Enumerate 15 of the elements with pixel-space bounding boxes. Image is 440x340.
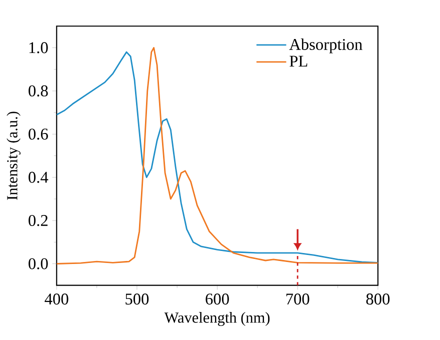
x-tick-label: 700 [286,294,310,305]
y-tick-label: 0.2 [28,215,48,226]
y-tick-label: 0.0 [28,258,48,270]
y-tick-label: 1.0 [29,42,48,54]
y-tick-label: 0.4 [28,172,48,183]
y-tick-label: 0.6 [28,128,48,140]
legend-label: PL [290,56,308,67]
x-tick-label: 800 [366,294,390,305]
y-tick-label: 0.8 [28,85,48,97]
x-tick-label: 500 [126,294,149,305]
x-tick-label: 600 [206,294,229,305]
x-tick-label: 400 [44,294,68,305]
legend-label: Absorption [289,38,362,54]
y-axis-title: Intensity (a.u.) [6,112,21,200]
x-axis-title: Wavelength (nm) [164,312,270,326]
